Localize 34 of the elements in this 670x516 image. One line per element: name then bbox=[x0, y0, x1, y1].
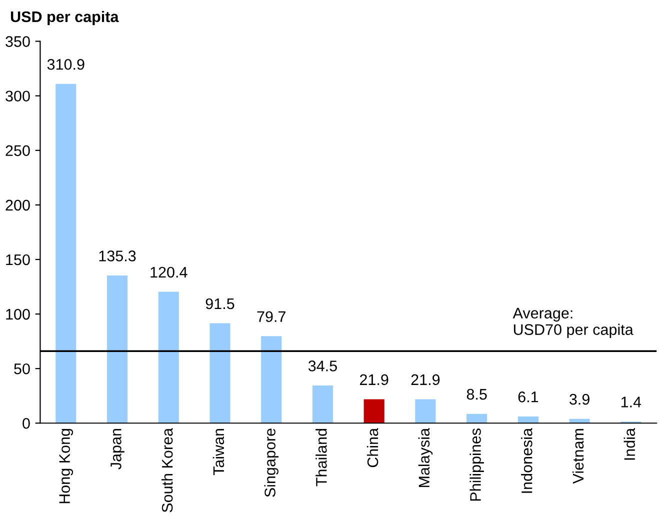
x-tick-label: Taiwan bbox=[212, 428, 224, 476]
ref-line-label: Average: USD70 per capita bbox=[512, 308, 634, 338]
x-tick-label: Thailand bbox=[316, 428, 327, 486]
x-tick-label: South Korea bbox=[161, 428, 173, 512]
data-label: 135.3 bbox=[99, 250, 136, 262]
x-tick-label: Philippines bbox=[470, 428, 484, 501]
data-label: 34.5 bbox=[308, 360, 337, 372]
data-label: 3.9 bbox=[570, 394, 590, 405]
data-label: 8.5 bbox=[466, 388, 487, 400]
y-tick-label: 350 bbox=[6, 36, 30, 47]
x-tick-label: India bbox=[624, 428, 636, 460]
y-tick-label: 250 bbox=[6, 145, 30, 156]
x-tick-label: China bbox=[366, 428, 378, 468]
y-tick-label: 200 bbox=[6, 200, 30, 211]
data-label: 120.4 bbox=[150, 266, 188, 278]
x-tick-label: Japan bbox=[110, 428, 124, 470]
x-tick-label: Indonesia bbox=[521, 428, 532, 493]
y-axis-title: USD per capita bbox=[10, 10, 119, 26]
data-label: 310.9 bbox=[47, 58, 84, 70]
x-tick-label: Singapore bbox=[264, 428, 278, 497]
y-tick-label: 0 bbox=[22, 418, 30, 429]
x-tick-label: Malaysia bbox=[418, 428, 433, 488]
y-tick-label: 50 bbox=[14, 363, 30, 374]
data-label: 91.5 bbox=[206, 298, 234, 310]
data-label: 6.1 bbox=[518, 392, 538, 402]
data-label: 79.7 bbox=[257, 311, 286, 322]
y-tick-label: 150 bbox=[6, 254, 30, 266]
data-label: 21.9 bbox=[411, 374, 440, 386]
x-tick-label: Hong Kong bbox=[59, 428, 74, 504]
x-tick-label: Vietnam bbox=[572, 428, 584, 484]
y-tick-label: 300 bbox=[6, 90, 30, 102]
data-label: 1.4 bbox=[621, 396, 642, 408]
data-label: 21.9 bbox=[360, 374, 388, 386]
y-tick-label: 100 bbox=[6, 308, 30, 320]
